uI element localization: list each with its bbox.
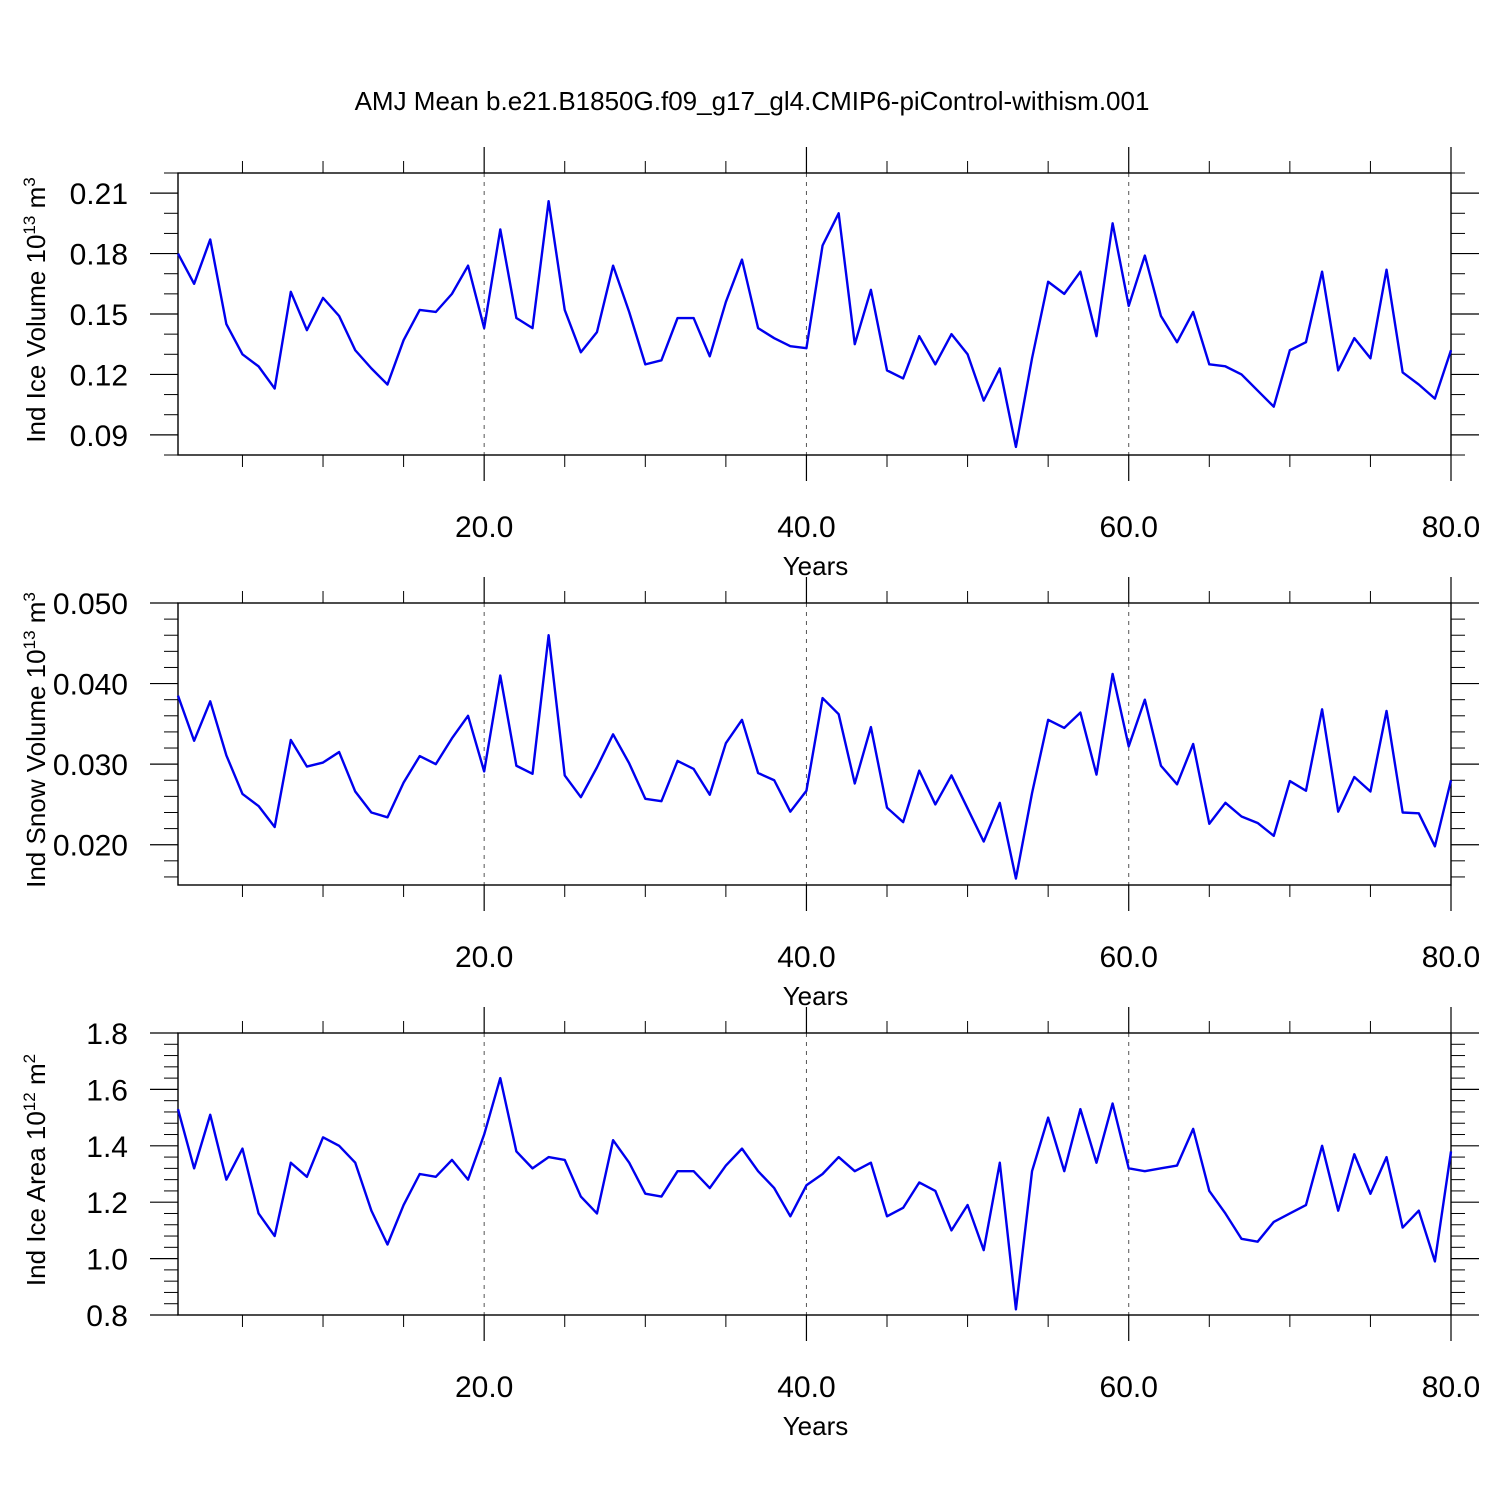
y-tick-label: 1.6: [86, 1074, 128, 1107]
series-line: [176, 1076, 1453, 1311]
y-axis-title-text: Ind Snow Volume 10: [21, 649, 51, 888]
y-axis-title-unit: m: [21, 1063, 51, 1092]
y-tick-label: 1.0: [86, 1244, 128, 1277]
series-line: [176, 634, 1453, 880]
y-axis-title-exponent: 13: [20, 216, 39, 235]
x-tick-label: 40.0: [777, 941, 835, 974]
x-tick-label: 20.0: [455, 511, 513, 544]
y-tick-label: 0.030: [53, 749, 128, 782]
x-axis-title: Years: [783, 981, 849, 1011]
x-tick-label: 80.0: [1422, 511, 1480, 544]
plot-frame: [177, 1032, 1452, 1316]
x-tick-label: 60.0: [1100, 941, 1158, 974]
y-axis-title-text: Ind Ice Area 10: [21, 1111, 51, 1286]
y-axis-title: Ind Ice Volume 1013 m3: [20, 177, 51, 442]
x-tick-label: 80.0: [1422, 1371, 1480, 1404]
x-tick-label: 40.0: [777, 1371, 835, 1404]
x-tick-label: 20.0: [455, 1371, 513, 1404]
plot-frame: [177, 602, 1452, 886]
panels-container: 20.0 40.0 60.0 80.0 0.09 0.12 0.15 0.18 0.21 Year…: [20, 147, 1480, 1441]
x-axis-title: Years: [783, 1411, 849, 1441]
y-axis-title-exponent: 12: [20, 1092, 39, 1111]
y-tick-label: 0.09: [70, 420, 128, 453]
series-line: [176, 199, 1453, 449]
y-axis-title-unit-exponent: 3: [20, 592, 39, 601]
x-tick-label: 40.0: [777, 511, 835, 544]
y-tick-label: 0.8: [86, 1300, 128, 1333]
y-tick-label: 1.2: [86, 1187, 128, 1220]
x-axis-title: Years: [783, 551, 849, 581]
y-tick-label: 0.15: [70, 299, 128, 332]
y-axis-title-exponent: 13: [20, 630, 39, 649]
y-tick-label: 0.18: [70, 239, 128, 272]
y-axis-title-unit: m: [21, 602, 51, 631]
chart-panel-1: 20.0 40.0 60.0 80.0 0.09 0.12 0.15 0.18 0.21 Year…: [20, 147, 1480, 581]
y-axis-title: Ind Snow Volume 1013 m3: [20, 592, 51, 888]
y-axis-title-text: Ind Ice Volume 10: [21, 235, 51, 443]
y-axis-title-unit: m: [21, 187, 51, 216]
y-tick-label: 0.050: [53, 588, 128, 621]
x-tick-label: 80.0: [1422, 941, 1480, 974]
chart-panel-2: 20.0 40.0 60.0 80.0 0.020 0.030 0.040 0.050 Year…: [20, 577, 1480, 1011]
x-tick-label: 60.0: [1100, 511, 1158, 544]
y-tick-label: 0.12: [70, 359, 128, 392]
y-tick-label: 0.020: [53, 830, 128, 863]
y-tick-label: 1.4: [86, 1131, 128, 1164]
y-axis-title: Ind Ice Area 1012 m2: [20, 1054, 51, 1286]
y-tick-label: 0.21: [70, 178, 128, 211]
x-tick-label: 60.0: [1100, 1371, 1158, 1404]
chart-title: AMJ Mean b.e21.B1850G.f09_g17_gl4.CMIP6-…: [355, 86, 1150, 116]
y-axis-title-unit-exponent: 2: [20, 1054, 39, 1063]
y-tick-label: 1.8: [86, 1018, 128, 1051]
y-axis-title-unit-exponent: 3: [20, 177, 39, 186]
x-tick-label: 20.0: [455, 941, 513, 974]
chart-panel-3: 20.0 40.0 60.0 80.0 0.8 1.0 1.2 1.4 1.6 1.8 Years I…: [20, 1007, 1480, 1441]
y-tick-label: 0.040: [53, 669, 128, 702]
